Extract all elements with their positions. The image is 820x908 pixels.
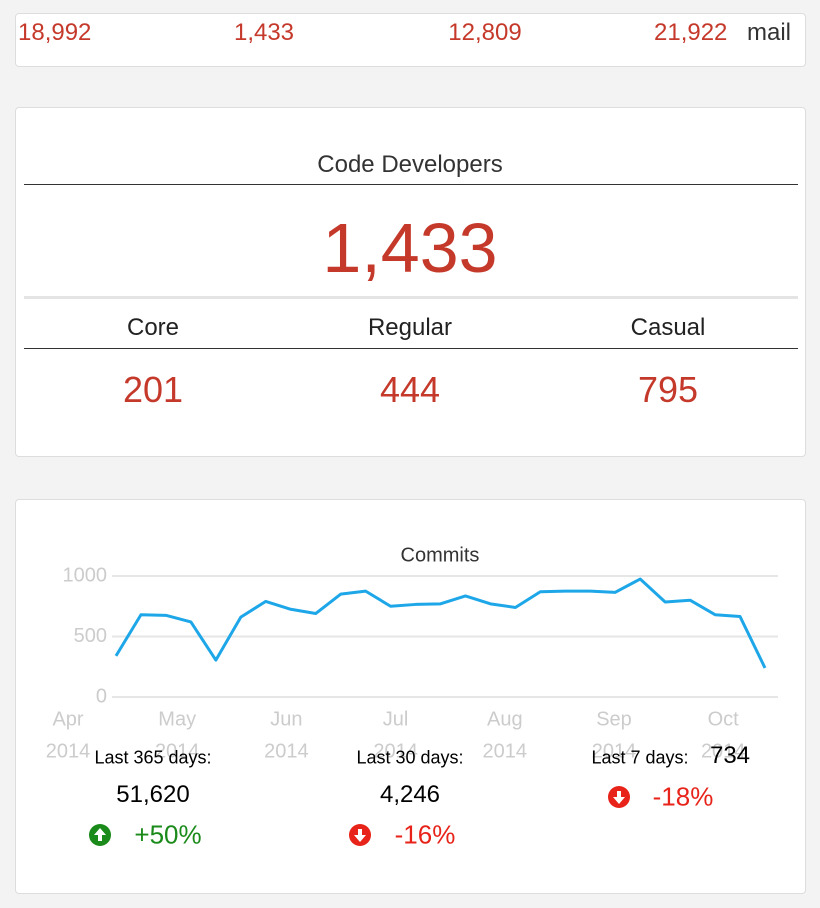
x-tick-label: Jun	[270, 708, 302, 730]
summary-value: 21,922	[654, 19, 728, 46]
x-tick-label: Aug	[487, 708, 523, 730]
stat-value: 4,246	[379, 781, 441, 808]
stat-value: 734	[709, 742, 751, 769]
stat-change: -16%	[394, 819, 456, 850]
x-tick-label: 2014	[373, 740, 418, 762]
x-tick-label: 2014	[155, 740, 200, 762]
developers-panel	[15, 107, 806, 457]
summary-value: 12,809	[448, 19, 522, 46]
summary-panel	[15, 13, 806, 67]
stat-label: Last 365 days:	[94, 747, 212, 768]
summary-label: mail	[747, 19, 792, 46]
up-icon	[89, 824, 111, 846]
down-icon	[608, 786, 630, 808]
total: 1,433	[322, 209, 498, 287]
summary-value: 1,433	[233, 19, 295, 46]
count: 795	[637, 369, 699, 410]
stat-change: +50%	[134, 819, 202, 850]
x-tick-label: Sep	[596, 708, 632, 730]
count: 201	[122, 369, 184, 410]
divider	[24, 296, 798, 299]
stat-value: 51,620	[116, 781, 190, 808]
divider	[24, 184, 798, 185]
down-icon	[349, 824, 371, 846]
chart-title: Commits	[401, 544, 480, 566]
panel-title: Code Developers	[317, 151, 503, 178]
y-tick-label: 0	[96, 685, 107, 707]
x-tick-label: 2014	[46, 740, 91, 762]
x-tick-label: Apr	[52, 708, 83, 730]
stat-change: -18%	[652, 781, 714, 812]
divider	[24, 348, 798, 349]
x-tick-label: May	[158, 708, 196, 730]
header: Casual	[630, 314, 706, 341]
header: Core	[126, 314, 180, 341]
stat-label: Last 7 days:	[591, 747, 689, 768]
header: Regular	[367, 314, 453, 341]
x-tick-label: 2014	[483, 740, 528, 762]
x-tick-label: 2014	[264, 740, 309, 762]
x-tick-label: Jul	[383, 708, 409, 730]
y-tick-label: 1000	[63, 564, 108, 586]
line	[114, 577, 767, 669]
count: 444	[379, 369, 441, 410]
y-tick-label: 500	[74, 625, 107, 647]
x-tick-label: 2014	[701, 740, 746, 762]
summary-value: 18,992	[18, 19, 92, 46]
x-tick-label: Oct	[708, 708, 740, 730]
stat-label: Last 30 days:	[356, 747, 464, 768]
x-tick-label: 2014	[592, 740, 637, 762]
